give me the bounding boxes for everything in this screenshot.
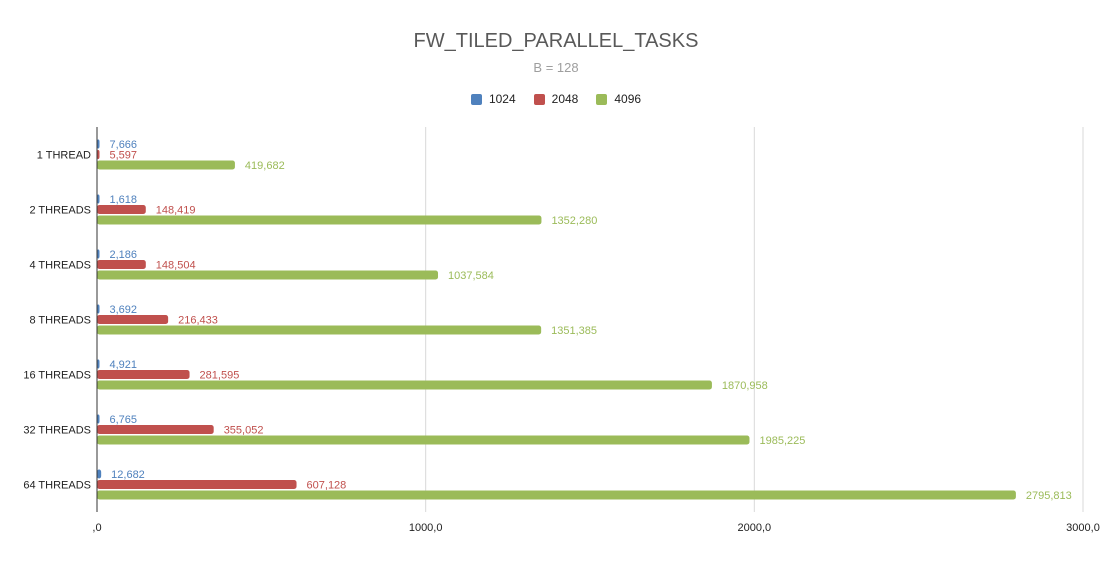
data-label: 216,433 bbox=[178, 315, 218, 327]
data-label: 1870,958 bbox=[722, 380, 768, 392]
data-label: 281,595 bbox=[200, 370, 240, 382]
data-label: 355,052 bbox=[224, 425, 264, 437]
bar bbox=[97, 425, 214, 434]
bar bbox=[97, 315, 169, 324]
x-tick-label: 3000,0 bbox=[1066, 522, 1100, 534]
bar bbox=[97, 414, 100, 424]
category-label: 1 THREAD bbox=[37, 150, 91, 162]
legend-item-4096: 4096 bbox=[596, 92, 641, 106]
legend-label-2048: 2048 bbox=[551, 92, 579, 106]
legend-label-4096: 4096 bbox=[614, 92, 642, 106]
bar bbox=[97, 490, 1016, 500]
data-label: 2,186 bbox=[110, 249, 138, 261]
bar bbox=[97, 139, 100, 149]
bar bbox=[97, 205, 146, 214]
legend-swatch-1024 bbox=[470, 93, 482, 105]
bar bbox=[97, 469, 102, 479]
data-label: 4,921 bbox=[110, 359, 138, 371]
x-tick-label: 2000,0 bbox=[738, 522, 772, 534]
bar bbox=[97, 260, 146, 269]
bar bbox=[97, 480, 297, 489]
legend-swatch-4096 bbox=[596, 93, 608, 105]
bar bbox=[97, 215, 542, 225]
bar bbox=[97, 359, 100, 369]
data-label: 12,682 bbox=[111, 469, 145, 481]
chart-subtitle: B = 128 bbox=[533, 60, 579, 75]
chart-title: FW_TILED_PARALLEL_TASKS bbox=[413, 30, 699, 52]
x-tick-label: ,0 bbox=[92, 522, 101, 534]
legend-item-1024: 1024 bbox=[470, 92, 516, 106]
legend-swatch-2048 bbox=[533, 93, 545, 105]
data-label: 3,692 bbox=[110, 304, 138, 316]
data-label: 148,419 bbox=[156, 205, 196, 217]
data-label: 6,765 bbox=[110, 414, 138, 426]
data-label: 607,128 bbox=[307, 480, 347, 492]
data-label: 7,666 bbox=[110, 139, 138, 151]
category-label: 16 THREADS bbox=[23, 370, 91, 382]
bar bbox=[97, 270, 439, 280]
legend-item-2048: 2048 bbox=[533, 92, 579, 106]
bar bbox=[97, 370, 190, 379]
bar bbox=[97, 194, 100, 204]
bar bbox=[97, 325, 542, 335]
category-label: 4 THREADS bbox=[29, 260, 91, 272]
data-label: 1351,385 bbox=[551, 325, 597, 337]
legend: 1024 2048 4096 bbox=[0, 92, 1112, 106]
bar bbox=[97, 304, 100, 314]
data-label: 1037,584 bbox=[448, 270, 494, 282]
category-label: 32 THREADS bbox=[23, 425, 91, 437]
bar bbox=[97, 160, 235, 170]
data-label: 2795,813 bbox=[1026, 490, 1072, 502]
data-label: 419,682 bbox=[245, 160, 285, 172]
category-label: 2 THREADS bbox=[29, 205, 91, 217]
data-label: 5,597 bbox=[110, 150, 138, 162]
bar bbox=[97, 249, 100, 259]
data-label: 1352,280 bbox=[551, 215, 597, 227]
bar bbox=[97, 380, 712, 390]
bar bbox=[97, 150, 100, 159]
bar bbox=[97, 435, 750, 445]
data-label: 1,618 bbox=[110, 194, 138, 206]
data-label: 1985,225 bbox=[759, 435, 805, 447]
data-label: 148,504 bbox=[156, 260, 196, 272]
legend-label-1024: 1024 bbox=[488, 92, 516, 106]
category-label: 64 THREADS bbox=[23, 480, 91, 492]
category-label: 8 THREADS bbox=[29, 315, 91, 327]
x-tick-label: 1000,0 bbox=[409, 522, 443, 534]
